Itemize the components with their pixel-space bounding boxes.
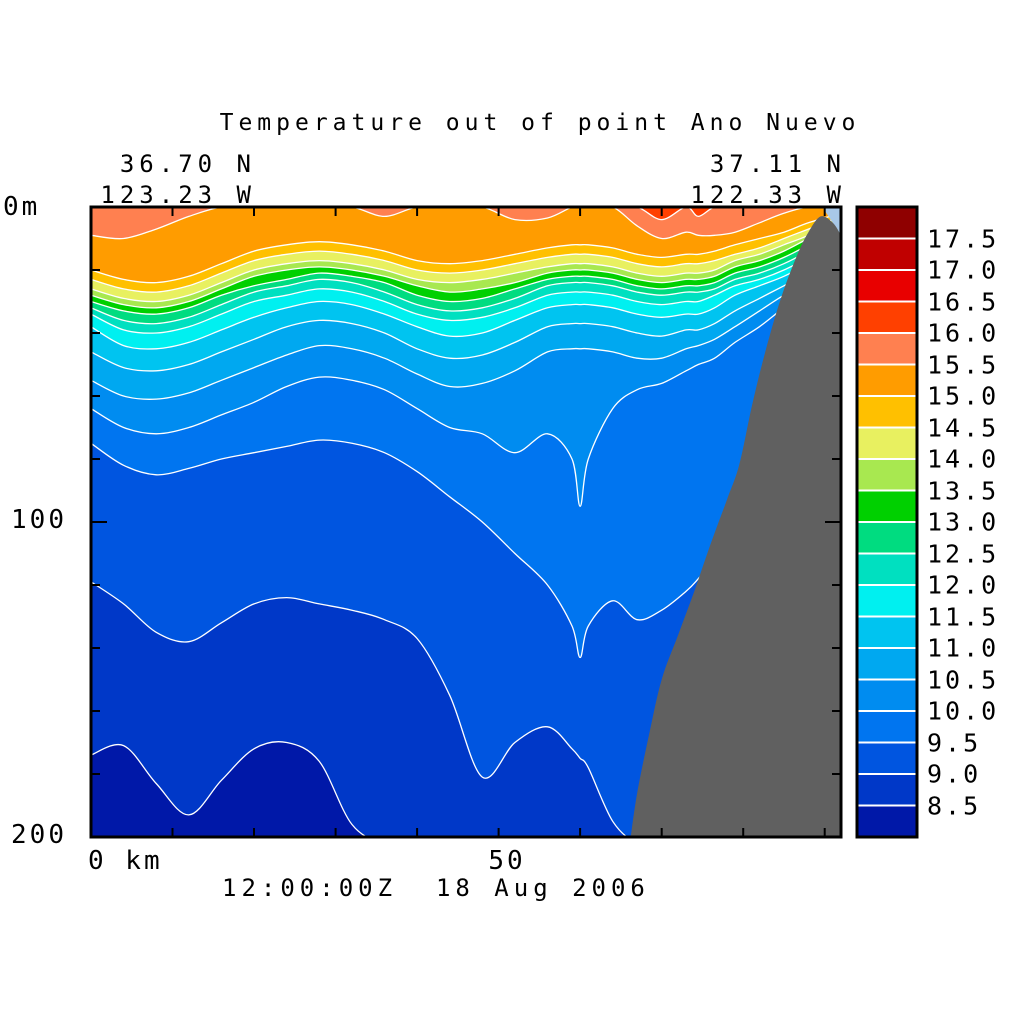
colorbar-label: 16.0 xyxy=(927,318,1000,348)
colorbar-label: 11.0 xyxy=(927,633,1000,663)
colorbar-segment xyxy=(857,490,917,522)
isotherm-line-11 xyxy=(91,253,841,372)
timestamp-label: 12:00:00Z 18 Aug 2006 xyxy=(222,874,650,902)
colorbar-label: 10.5 xyxy=(927,665,1000,694)
colorbar-label: 15.5 xyxy=(927,350,1000,379)
colorbar xyxy=(855,205,919,839)
colorbar-label: 13.0 xyxy=(927,507,1000,537)
isotherm-line-8.5 xyxy=(91,741,369,837)
isotherm-line-14.5 xyxy=(91,215,841,293)
bathymetry-layer xyxy=(630,207,841,837)
depth-axis-0m-label: 0m xyxy=(3,192,41,222)
colorbar-label: 9.5 xyxy=(927,728,982,757)
isotherm-line-15 xyxy=(91,212,841,284)
colorbar-label: 12.5 xyxy=(927,539,1000,568)
colorbar-label: 10.0 xyxy=(927,696,1000,726)
colorbar-segment xyxy=(857,648,917,680)
colorbar-border xyxy=(855,205,919,839)
colorbar-segment xyxy=(857,364,917,396)
colorbar-segment xyxy=(857,774,917,806)
colorbar-label: 16.5 xyxy=(927,287,1000,316)
end-latitude-label: 37.11 N xyxy=(709,150,846,178)
colorbar-segment xyxy=(857,553,917,585)
colorbar-segment xyxy=(857,207,917,239)
colorbar-label: 14.0 xyxy=(927,444,1000,474)
isotherm-line-12 xyxy=(91,237,841,334)
isotherm-line-13.5 xyxy=(91,222,841,309)
colorbar-segment xyxy=(857,805,917,837)
depth-axis-100-label: 100 xyxy=(11,505,67,535)
colorbar-label: 9.0 xyxy=(927,759,982,789)
colorbar-segment xyxy=(857,616,917,648)
colorbar-segment xyxy=(857,396,917,428)
colorbar-segment xyxy=(857,742,917,774)
colorbar-segment xyxy=(857,333,917,365)
colorbar-segment xyxy=(857,459,917,491)
isotherm-line-13 xyxy=(91,225,841,315)
distance-axis-0km-label: 0 km xyxy=(88,846,163,876)
isotherm-line-12.5 xyxy=(91,231,841,325)
colorbar-segment xyxy=(857,585,917,617)
colorbar-segment xyxy=(857,270,917,302)
isotherm-line-9 xyxy=(91,581,628,837)
depth-axis-200-label: 200 xyxy=(11,820,67,850)
colorbar-segment xyxy=(857,301,917,333)
plot-title: Temperature out of point Ano Nuevo xyxy=(219,110,861,136)
colorbar-segment xyxy=(857,522,917,554)
colorbar-label: 14.5 xyxy=(927,413,1000,442)
end-longitude-label: 122.33 W xyxy=(690,181,846,209)
start-longitude-label: 123.23 W xyxy=(100,181,256,209)
isotherm-line-11.5 xyxy=(91,244,841,350)
colorbar-segment xyxy=(857,238,917,270)
colorbar-label: 12.0 xyxy=(927,570,1000,600)
contour-field xyxy=(91,207,841,837)
colorbar-label: 11.5 xyxy=(927,602,1000,631)
isotherm-line-10.5 xyxy=(91,263,841,400)
seafloor-shape xyxy=(630,216,841,837)
isotherm-line-14 xyxy=(91,219,841,303)
colorbar-label: 13.5 xyxy=(927,476,1000,505)
colorbar-label: 17.0 xyxy=(927,255,1000,285)
colorbar-segment xyxy=(857,711,917,743)
axis-ticks xyxy=(91,207,841,837)
isotherm-line-10 xyxy=(91,272,841,507)
colorbar-segment xyxy=(857,427,917,459)
distance-axis-50-label: 50 xyxy=(488,846,526,876)
colorbar-label: 17.5 xyxy=(927,224,1000,253)
isotherm-line-15.5 xyxy=(91,207,841,240)
colorbar-label: 8.5 xyxy=(927,791,982,820)
start-latitude-label: 36.70 N xyxy=(119,150,256,178)
colorbar-label: 15.0 xyxy=(927,381,1000,411)
colorbar-segment xyxy=(857,679,917,711)
